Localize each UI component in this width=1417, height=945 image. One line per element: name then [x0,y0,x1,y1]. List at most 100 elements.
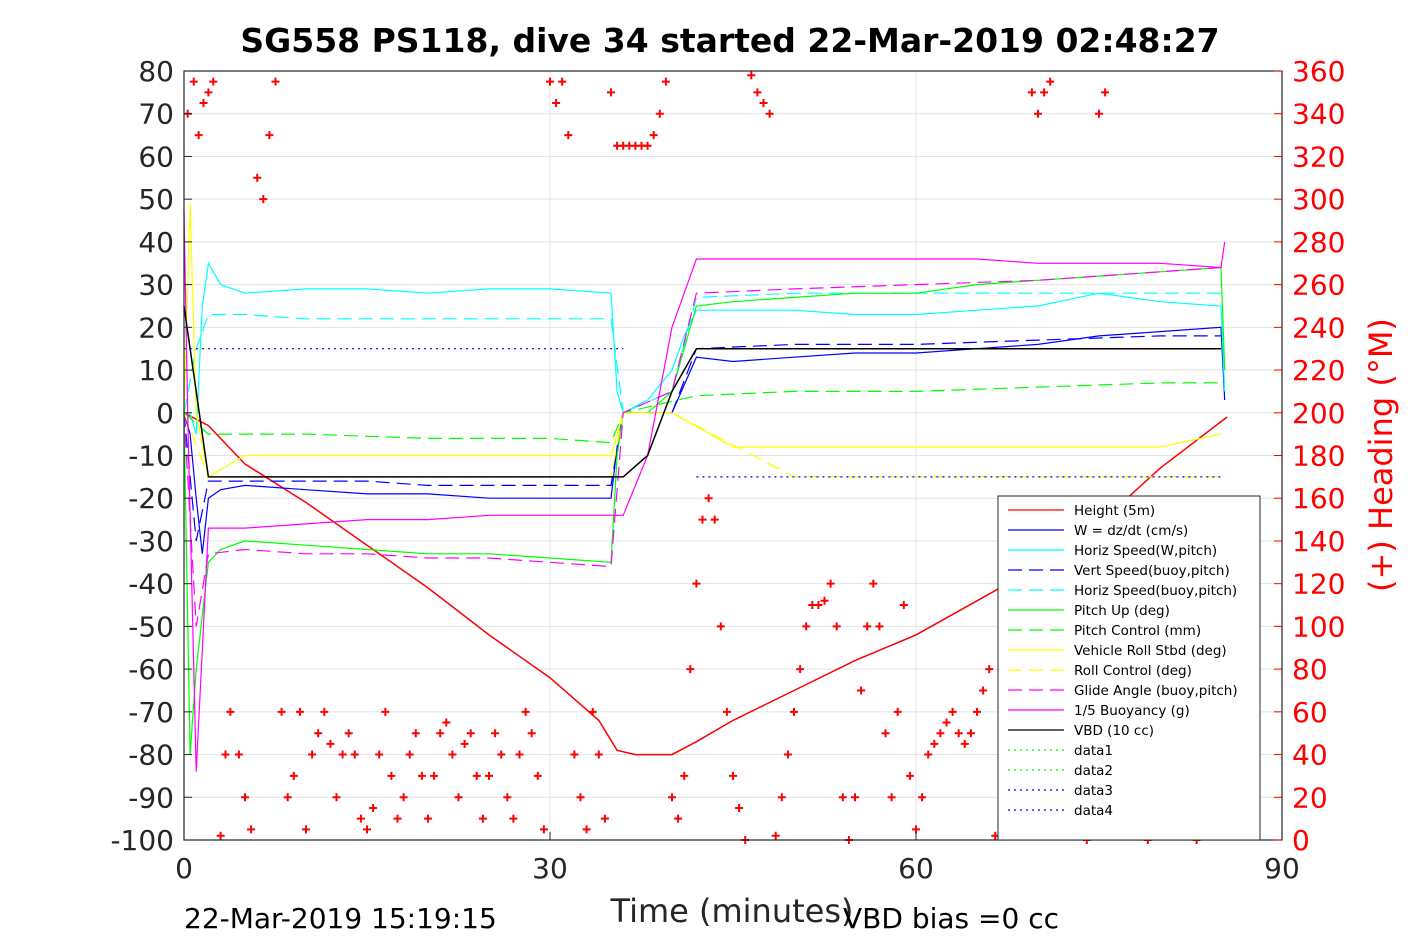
heading-marker [405,750,414,759]
heading-marker [472,771,481,780]
right-y-tick-label: 160 [1292,482,1345,515]
heading-marker [729,771,737,780]
y-tick-label: 70 [138,98,174,131]
heading-marker [686,665,695,674]
heading-marker [204,88,213,97]
legend-box [997,495,1261,841]
heading-marker [710,515,719,524]
heading-marker [722,707,731,716]
y-tick-label: -80 [128,739,174,772]
heading-marker [558,77,567,86]
heading-marker [594,750,603,759]
heading-marker [881,729,890,738]
heading-marker [936,729,945,738]
y-tick-label: -50 [128,610,174,643]
legend: Height (5m) W = dz/dt (cm/s) Horiz Speed(W… [997,495,1261,841]
heading-marker [857,686,866,695]
heading-marker [411,729,420,738]
y-tick-label: 60 [138,140,174,173]
legend-entry-label: data4 [1074,803,1113,819]
heading-marker [485,771,493,780]
heading-marker [527,729,536,738]
heading-marker [363,825,371,834]
heading-marker [226,707,235,716]
heading-marker [875,622,884,631]
legend-entry-label: data1 [1074,743,1113,759]
heading-marker [863,622,872,631]
heading-marker [448,750,457,759]
heading-marker [887,793,896,802]
heading-marker [442,718,451,727]
heading-marker [539,825,548,834]
x-tick-label: 90 [1264,852,1300,885]
heading-marker [1027,88,1036,97]
heading-marker [674,814,683,823]
heading-marker [765,109,774,118]
heading-marker [716,622,725,631]
heading-marker [905,771,914,780]
heading-marker [234,750,243,759]
heading-marker [570,750,579,759]
heading-marker [1040,88,1049,97]
heading-marker [466,729,475,738]
heading-marker [668,793,676,802]
heading-marker [655,109,664,118]
footer-vbd-bias: VBD bias =0 cc [843,902,1059,935]
y-tick-label: 80 [138,55,174,88]
heading-marker [869,579,878,588]
y-tick-label: 0 [156,397,174,430]
legend-entry-label: Vert Speed(buoy,pitch) [1074,563,1230,579]
heading-marker [241,793,249,802]
heading-marker [802,622,811,631]
heading-marker [649,131,658,140]
heading-marker [277,707,286,716]
heading-marker [332,793,341,802]
right-y-tick-label: 320 [1292,140,1345,173]
heading-marker [460,739,469,748]
y-tick-label: -60 [128,653,174,686]
x-tick-label: 0 [175,852,193,885]
heading-marker [417,771,426,780]
heading-marker [189,77,198,86]
heading-marker [350,750,359,759]
heading-marker [344,729,353,738]
heading-marker [973,707,981,716]
right-y-tick-label: 0 [1292,824,1310,857]
right-y-tick-label: 180 [1292,440,1345,473]
heading-marker [259,195,268,204]
heading-marker [985,665,994,674]
heading-marker [199,99,208,108]
right-y-tick-label: 100 [1292,610,1345,643]
legend-entry-label: data2 [1074,763,1113,779]
heading-marker [436,729,445,738]
heading-marker [375,750,384,759]
footer-timestamp: 22-Mar-2019 15:19:15 [184,902,497,935]
right-y-tick-label: 140 [1292,525,1345,558]
legend-entry-label: data3 [1074,783,1113,799]
heading-marker [1101,88,1110,97]
heading-marker [356,814,365,823]
heading-marker [704,494,713,503]
heading-marker [478,814,487,823]
y-tick-label: 30 [138,269,174,302]
heading-marker [381,707,390,716]
y-tick-label: -30 [128,525,174,558]
heading-marker [838,793,847,802]
heading-marker [942,718,951,727]
right-y-tick-label: 200 [1292,397,1345,430]
heading-marker [661,77,670,86]
legend-entry-label: VBD (10 cc) [1074,723,1154,739]
heading-marker [1034,109,1042,118]
heading-marker [533,771,542,780]
heading-marker [515,750,524,759]
heading-marker [698,515,707,524]
heading-marker [607,88,615,97]
right-y-tick-label: 340 [1292,98,1345,131]
heading-marker [680,771,689,780]
heading-marker [918,793,927,802]
heading-marker [216,831,225,840]
heading-marker [265,131,274,140]
legend-entry-label: W = dz/dt (cm/s) [1074,523,1188,539]
heading-marker [497,750,506,759]
